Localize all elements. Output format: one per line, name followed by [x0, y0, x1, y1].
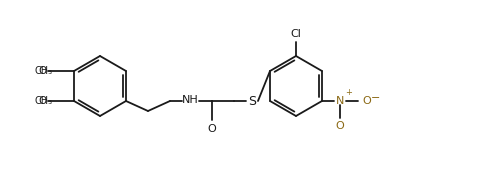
Text: O: O: [39, 66, 47, 76]
Text: Cl: Cl: [290, 29, 301, 39]
Text: O: O: [208, 124, 216, 134]
Text: −: −: [371, 93, 380, 103]
Text: S: S: [248, 95, 256, 108]
Text: CH₃: CH₃: [34, 66, 52, 76]
Text: NH: NH: [182, 95, 198, 105]
Text: O: O: [362, 96, 371, 106]
Text: N: N: [336, 96, 344, 106]
Text: O: O: [39, 96, 47, 106]
Text: CH₃: CH₃: [34, 96, 52, 106]
Text: O: O: [336, 121, 344, 131]
Text: +: +: [345, 88, 352, 97]
